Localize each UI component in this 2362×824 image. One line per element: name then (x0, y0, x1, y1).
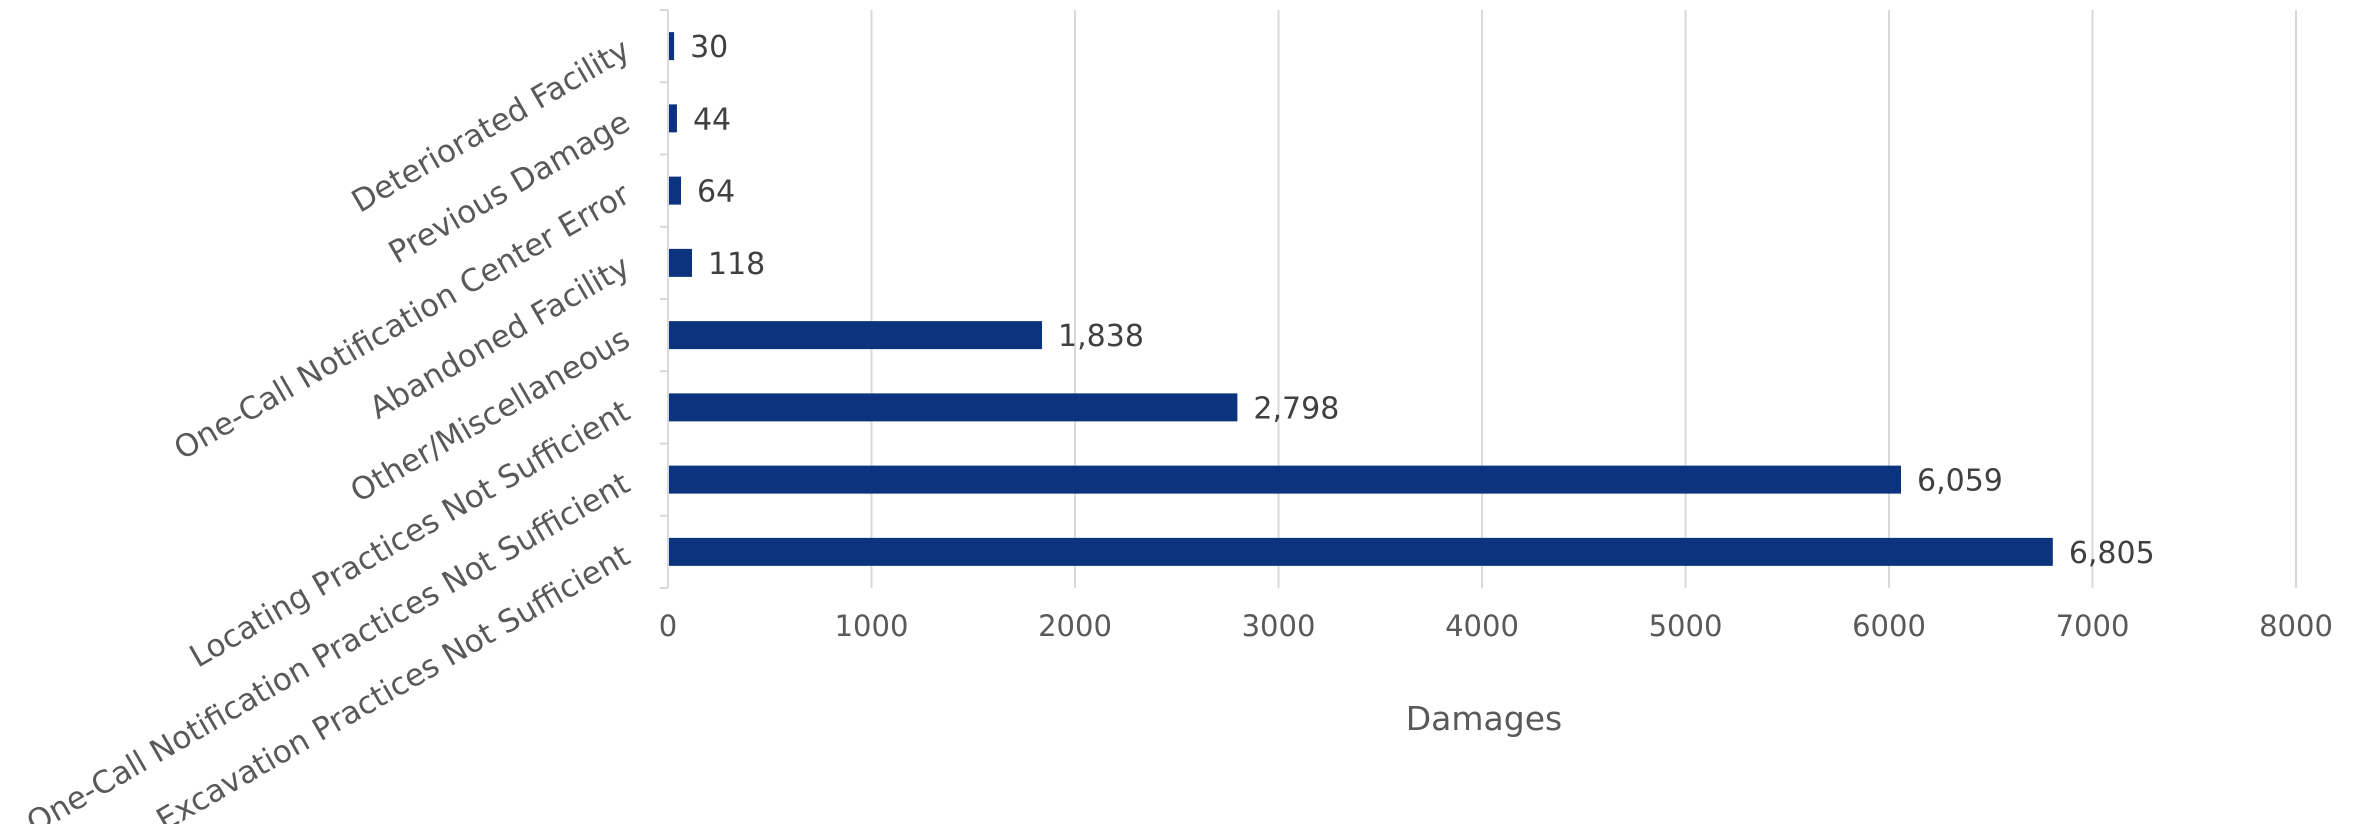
data-label: 1,838 (1058, 319, 1144, 354)
x-tick-label: 0 (659, 609, 677, 643)
x-tick-label: 3000 (1242, 609, 1316, 643)
x-tick-label: 2000 (1038, 609, 1112, 643)
bar (668, 537, 2053, 566)
data-label: 44 (693, 102, 731, 137)
bar (668, 321, 1043, 350)
category-labels: Excavation Practices Not SufficientOne-C… (21, 32, 636, 824)
gridlines (870, 10, 2297, 588)
data-label: 118 (708, 247, 765, 282)
category-label: One-Call Notification Practices Not Suff… (21, 465, 636, 824)
x-tick-label: 4000 (1445, 609, 1519, 643)
bar (668, 176, 682, 205)
bar (668, 465, 1902, 494)
data-label: 64 (697, 175, 735, 210)
data-label: 30 (690, 30, 728, 65)
category-label: Excavation Practices Not Sufficient (150, 538, 636, 824)
x-axis-title: Damages (1406, 699, 1562, 738)
axes: 0 1000 2000 3000 4000 5000 6000 7000 8000 (659, 9, 2333, 643)
data-label: 6,805 (2069, 536, 2155, 571)
x-tick-label: 8000 (2259, 609, 2333, 643)
x-tick-label: 1000 (835, 609, 909, 643)
x-tick-label: 5000 (1649, 609, 1723, 643)
bar (668, 32, 675, 61)
bar (668, 104, 677, 133)
data-label: 2,798 (1253, 391, 1339, 426)
x-tick-label: 7000 (2056, 609, 2130, 643)
data-label: 6,059 (1917, 464, 2003, 499)
bars (668, 32, 2053, 566)
x-tick-label: 6000 (1852, 609, 1926, 643)
bar (668, 248, 693, 277)
bar (668, 393, 1238, 422)
data-labels: 6,805 6,059 2,798 1,838 118 64 44 30 (690, 30, 2155, 571)
